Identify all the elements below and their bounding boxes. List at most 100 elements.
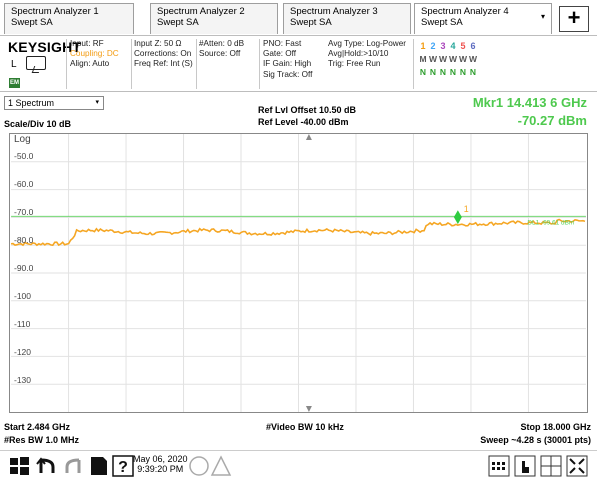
divider: [131, 39, 132, 89]
keypad-icon[interactable]: [488, 455, 510, 477]
log-scale-label: Log: [14, 134, 31, 145]
tab-title: Spectrum Analyzer 1: [11, 6, 99, 17]
tab-spectrum-analyzer-2[interactable]: Spectrum Analyzer 2 Swept SA: [150, 3, 278, 34]
y-tick-label: -50.0: [14, 151, 34, 161]
corrections-settings[interactable]: Input Z: 50 Ω Corrections: On Freq Ref: …: [134, 39, 193, 70]
input-z-label: Input Z: 50 Ω: [134, 39, 182, 48]
corrections-label: Corrections: On: [134, 49, 192, 59]
y-tick-label: -120: [14, 347, 32, 357]
atten-settings[interactable]: #Atten: 0 dB Source: Off: [199, 39, 244, 59]
gridlines: [11, 134, 586, 412]
y-tick-label: -90.0: [14, 263, 34, 273]
spectrum-graticule[interactable]: DL1 -69.61 dBm 1: [9, 133, 588, 413]
ref-level-offset: Ref Lvl Offset 10.50 dB: [258, 105, 357, 115]
y-tick-label: -80.0: [14, 235, 34, 245]
marker-frequency: Mkr1 14.413 6 GHz: [472, 95, 587, 110]
ref-level-pointer-icon: [305, 134, 312, 140]
avg-trig-settings[interactable]: Avg Type: Log-Power Avg|Hold:>10/10 Trig…: [328, 39, 406, 70]
full-screen-icon[interactable]: [566, 455, 588, 477]
tab-spectrum-analyzer-1[interactable]: Spectrum Analyzer 1 Swept SA: [4, 3, 134, 34]
multi-window-icon[interactable]: [540, 455, 562, 477]
system-time: 9:39:20 PM: [137, 464, 184, 474]
svg-text:?: ?: [118, 459, 128, 476]
avg-type-label: Avg Type: Log-Power: [328, 39, 406, 48]
tab-title: Spectrum Analyzer 4: [421, 6, 509, 17]
source-label: Source: Off: [199, 49, 241, 59]
mode-indicator: L: [11, 59, 17, 70]
taskbar: ? May 06, 2020 9:39:20 PM: [0, 450, 597, 479]
tab-title: Spectrum Analyzer 2: [157, 6, 245, 17]
tab-subtitle: Swept SA: [421, 17, 463, 28]
tab-bar: Spectrum Analyzer 1 Swept SA Spectrum An…: [0, 0, 597, 36]
trace-5-type: W: [458, 54, 468, 64]
touch-icon[interactable]: [514, 455, 536, 477]
trace-2-type: W: [428, 54, 438, 64]
stop-frequency[interactable]: Stop 18.000 GHz: [520, 422, 591, 432]
divider: [413, 39, 414, 89]
tab-subtitle: Swept SA: [11, 17, 53, 28]
marker-1-label: 1: [464, 204, 469, 214]
pno-label: PNO: Fast: [263, 39, 302, 48]
scale-div-label: Scale/Div 10 dB: [4, 119, 72, 129]
center-pointer-icon: [305, 406, 312, 412]
system-clock: May 06, 2020 9:39:20 PM: [133, 454, 188, 474]
plot-header: 1 Spectrum ▾ Scale/Div 10 dB Ref Lvl Off…: [0, 93, 597, 133]
trace-3-type: W: [438, 54, 448, 64]
spectrum-trace: [10, 218, 586, 247]
undo-icon[interactable]: [36, 455, 58, 477]
trace-6-detector: N: [469, 67, 477, 77]
tab-title: Spectrum Analyzer 3: [290, 6, 378, 17]
divider: [259, 39, 260, 89]
trace-4-number[interactable]: 4: [450, 41, 456, 51]
freq-ref-label: Freq Ref: Int (S): [134, 59, 193, 69]
y-tick-label: -60.0: [14, 179, 34, 189]
if-gain-label: IF Gain: High: [263, 59, 312, 69]
trace-4-detector: N: [449, 67, 457, 77]
bw-settings[interactable]: PNO: Fast Gate: Off IF Gain: High Sig Tr…: [263, 39, 312, 80]
add-tab-button[interactable]: +: [559, 6, 589, 32]
tab-subtitle: Swept SA: [290, 17, 332, 28]
divider: [196, 39, 197, 89]
circle-icon: [189, 456, 209, 476]
avg-hold-label: Avg|Hold:>10/10: [328, 49, 389, 59]
help-icon[interactable]: ?: [112, 455, 134, 477]
start-frequency[interactable]: Start 2.484 GHz: [4, 422, 71, 432]
sweep-time[interactable]: Sweep ~4.28 s (30001 pts): [480, 435, 591, 445]
gate-label: Gate: Off: [263, 49, 297, 59]
trace-3-number[interactable]: 3: [440, 41, 446, 51]
video-bw[interactable]: #Video BW 10 kHz: [266, 422, 344, 432]
tab-menu-dropdown-icon[interactable]: ▾: [541, 12, 546, 21]
windows-start-icon[interactable]: [8, 455, 30, 477]
redo-icon[interactable]: [62, 455, 84, 477]
tab-subtitle: Swept SA: [157, 17, 199, 28]
dropdown-icon: ▾: [95, 99, 99, 106]
trace-5-number[interactable]: 5: [460, 41, 466, 51]
trace-6-number[interactable]: 6: [470, 41, 476, 51]
trace-2-number[interactable]: 2: [430, 41, 436, 51]
window-label: 1 Spectrum: [8, 98, 55, 108]
em-badge: EM: [9, 78, 20, 88]
y-tick-label: -100: [14, 291, 32, 301]
trace-1-number[interactable]: 1: [420, 41, 426, 51]
trace-4-type: W: [448, 54, 458, 64]
marker-1-icon: [453, 210, 462, 225]
remote-display-icon[interactable]: [26, 56, 46, 70]
trig-label: Trig: Free Run: [328, 59, 381, 69]
tab-spectrum-analyzer-3[interactable]: Spectrum Analyzer 3 Swept SA: [283, 3, 411, 34]
save-file-icon[interactable]: [88, 455, 110, 477]
input-settings[interactable]: Input: RF Coupling: DC Align: Auto: [70, 39, 119, 70]
tab-spectrum-analyzer-4[interactable]: Spectrum Analyzer 4 Swept SA: [414, 3, 552, 34]
window-select[interactable]: 1 Spectrum ▾: [4, 96, 104, 110]
res-bw[interactable]: #Res BW 1.0 MHz: [4, 435, 80, 445]
settings-panel: KEYSIGHT L EM Input: RF Coupling: DC Ali…: [0, 37, 597, 92]
brand-logo: KEYSIGHT: [8, 39, 82, 55]
y-tick-label: -70.0: [14, 207, 34, 217]
atten-label: #Atten: 0 dB: [199, 39, 245, 48]
y-tick-label: -110: [14, 319, 31, 329]
sig-track-label: Sig Track: Off: [263, 69, 313, 79]
trace-6-type: W: [468, 54, 478, 64]
trace-1-detector: N: [419, 67, 427, 77]
display-line-label: DL1 -69.61 dBm: [527, 219, 574, 226]
